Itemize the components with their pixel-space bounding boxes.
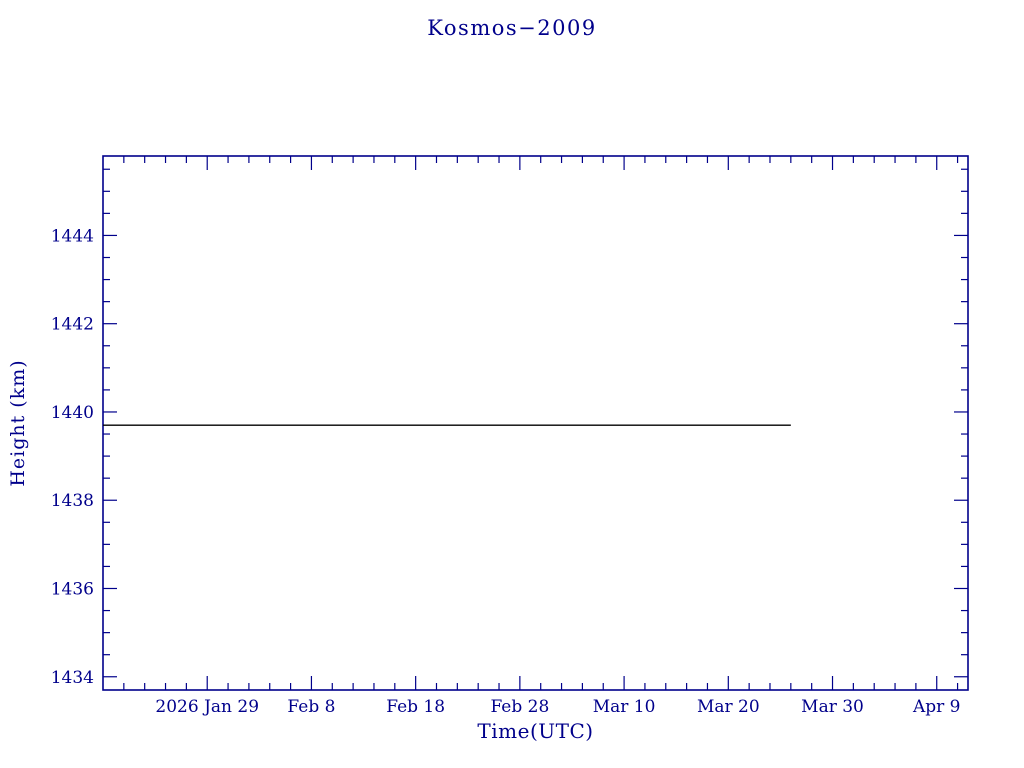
y-tick-label: 1438 xyxy=(51,491,94,511)
y-tick-label: 1436 xyxy=(51,579,94,599)
x-tick-label: 2026 Jan 29 xyxy=(155,697,259,717)
x-tick-label: Feb 8 xyxy=(287,697,335,717)
x-tick-label: Mar 30 xyxy=(801,697,864,717)
x-tick-label: Feb 18 xyxy=(386,697,445,717)
x-tick-label: Mar 20 xyxy=(697,697,760,717)
x-tick-label: Feb 28 xyxy=(490,697,549,717)
y-tick-label: 1440 xyxy=(51,403,94,423)
chart-title: Kosmos−2009 xyxy=(427,16,597,40)
y-tick-label: 1434 xyxy=(51,668,94,688)
x-axis-label: Time(UTC) xyxy=(477,719,594,743)
x-tick-label: Mar 10 xyxy=(593,697,656,717)
plot-frame xyxy=(102,155,969,691)
y-tick-label: 1444 xyxy=(51,226,94,246)
y-tick-label: 1442 xyxy=(51,315,94,335)
x-tick-label: Apr 9 xyxy=(912,697,961,717)
